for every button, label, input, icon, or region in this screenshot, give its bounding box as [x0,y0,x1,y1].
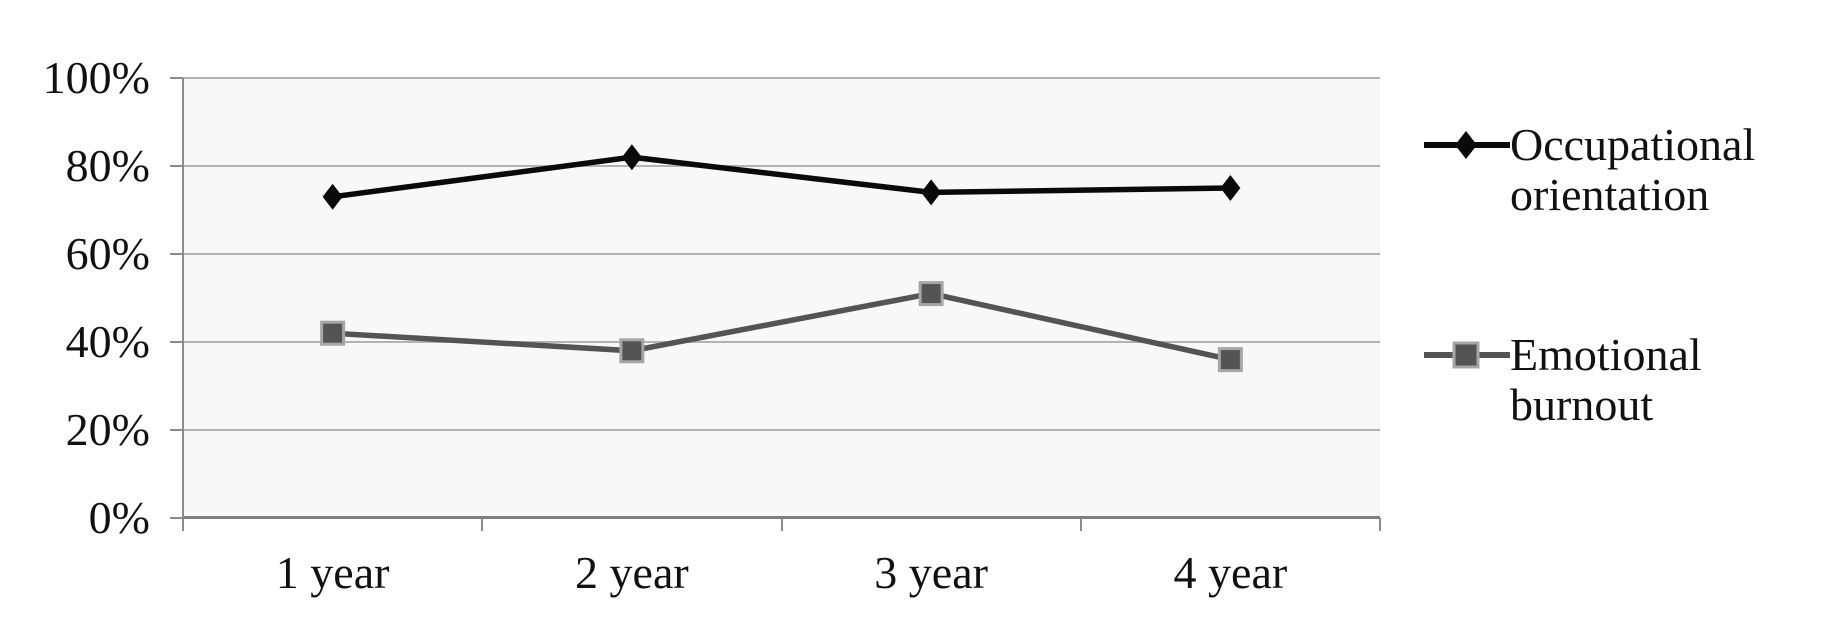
y-axis-tick-label: 0% [88,492,150,543]
y-axis-tick-label: 40% [65,316,150,367]
legend-label: Occupational orientation [1510,119,1756,220]
square-data-point [918,281,944,307]
diamond-data-point [1220,175,1241,201]
square-data-point [1217,347,1243,373]
x-axis-category-label: 1 year [275,547,390,598]
square-data-point [320,320,346,346]
x-axis-tick [780,518,783,531]
y-axis-tick-label: 20% [65,404,150,455]
y-axis-tick-label: 80% [65,140,150,191]
y-axis-tick [170,165,183,167]
diamond-data-point [621,144,642,171]
y-axis-tick [170,253,183,255]
gridline [183,253,1380,255]
diamond-marker-icon [1424,131,1510,159]
x-axis-category-label: 4 year [1173,547,1288,598]
diamond-data-point [322,183,343,210]
diamond-data-point [921,179,942,206]
legend-label: Emotional burnout [1510,329,1702,430]
y-axis-tick [170,77,183,79]
series-line-occupational-orientation [332,154,1231,200]
square-data-point [619,338,645,364]
legend-item-occupational-orientation: Occupational orientation [1424,120,1830,220]
legend-item-emotional-burnout: Emotional burnout [1424,330,1830,430]
plot-area [183,78,1380,518]
x-axis-tick [481,518,484,531]
gridline [183,341,1380,343]
y-axis-tick-label: 100% [42,52,150,103]
gridline [183,165,1380,167]
x-axis-category-label: 3 year [874,547,988,598]
y-axis-tick [170,517,183,519]
series-line-emotional-burnout [332,290,1231,363]
y-axis-tick-label: 60% [65,228,150,279]
series-plot [320,144,1243,373]
y-axis-tick [170,429,183,431]
x-axis [183,516,1380,519]
gridline [183,429,1380,431]
x-axis-tick [1079,518,1082,531]
gridline [183,77,1380,79]
y-axis-tick [170,341,183,343]
x-axis-tick [1379,518,1381,531]
y-axis [182,78,184,530]
square-marker-icon [1424,341,1510,369]
x-axis-category-label: 2 year [575,547,689,598]
